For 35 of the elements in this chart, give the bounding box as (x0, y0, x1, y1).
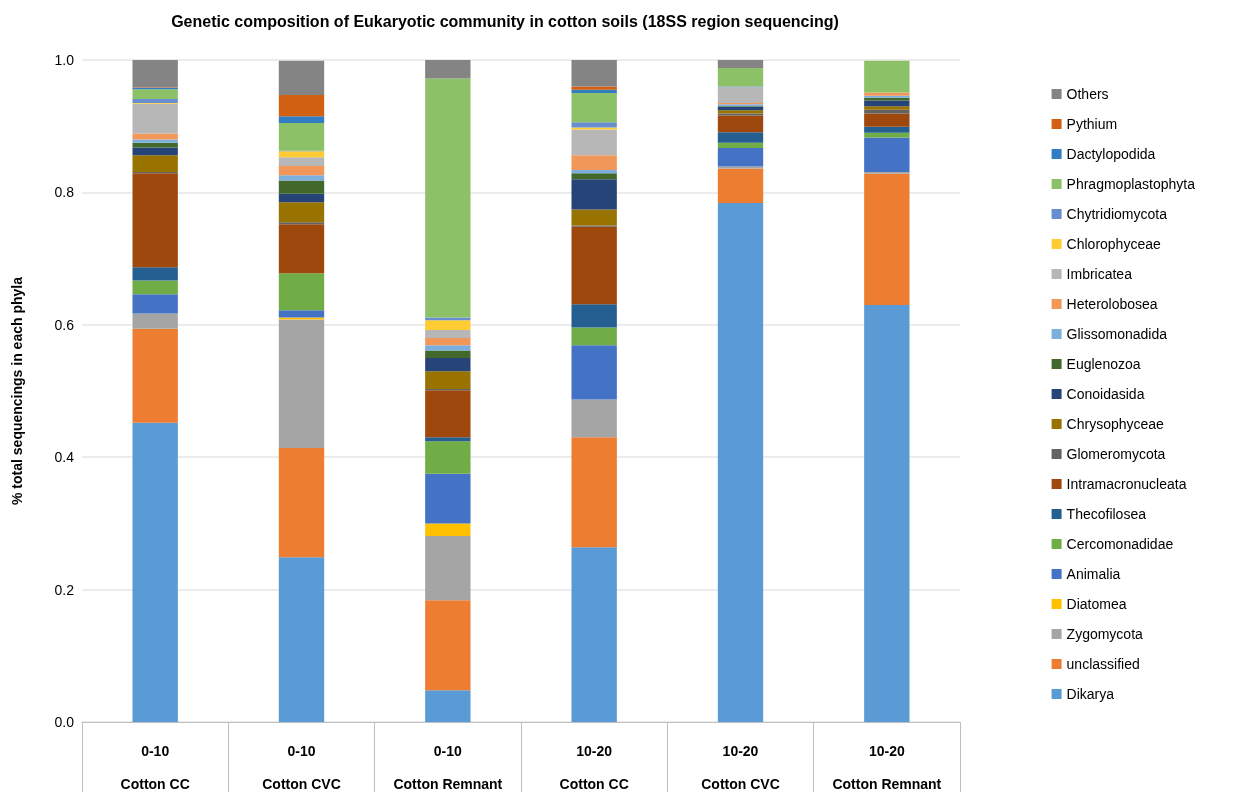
category-label: 0-10 Cotton CVC (262, 742, 341, 792)
category-label: 10-20 Cotton CVC (701, 742, 780, 792)
category-label: 0-10 Cotton Remnant (393, 742, 503, 792)
legend-label: Heterolobosea (1066, 296, 1158, 312)
y-tick-label: 0.2 (54, 581, 75, 598)
chart-title: Genetic composition of Eukaryotic community in cotton soils (18SS region sequencing) (171, 12, 839, 30)
y-tick-label: 1.0 (54, 52, 75, 68)
legend-label: Conoidasida (1066, 386, 1145, 402)
y-axis-title: % total sequencings in each phyla (9, 276, 25, 505)
legend-label: Animalia (1066, 566, 1121, 582)
legend-label: Intramacronucleata (1066, 476, 1187, 492)
legend-label: Imbricatea (1066, 266, 1133, 282)
legend-label: Glomeromycota (1066, 446, 1166, 462)
legend-label: Cercomonadidae (1066, 536, 1174, 552)
legend-label: Diatomea (1066, 596, 1127, 612)
legend-label: Others (1066, 86, 1109, 102)
legend-label: Chrysophyceae (1066, 416, 1165, 432)
legend-label: Chlorophyceae (1066, 236, 1161, 252)
y-tick-label: 0.4 (54, 449, 75, 466)
legend-label: Dikarya (1066, 686, 1115, 702)
legend-label: Pythium (1066, 116, 1118, 132)
legend-label: unclassified (1066, 656, 1140, 672)
legend-label: Chytridiomycota (1066, 206, 1168, 222)
legend-label: Thecofilosea (1066, 506, 1147, 522)
y-tick-label: 0.6 (54, 316, 75, 333)
category-label: 10-20 Cotton CC (559, 742, 629, 792)
legend-label: Dactylopodida (1066, 146, 1156, 162)
y-tick-label: 0.8 (54, 184, 75, 201)
legend-label: Phragmoplastophyta (1066, 176, 1196, 192)
legend-label: Euglenozoa (1066, 356, 1141, 372)
legend-label: Zygomycota (1066, 626, 1144, 642)
category-label: 10-20 Cotton Remnant (832, 742, 942, 792)
legend-label: Glissomonadida (1066, 326, 1168, 342)
y-tick-label: 0.0 (54, 714, 75, 730)
category-label: 0-10 Cotton CC (120, 742, 190, 792)
